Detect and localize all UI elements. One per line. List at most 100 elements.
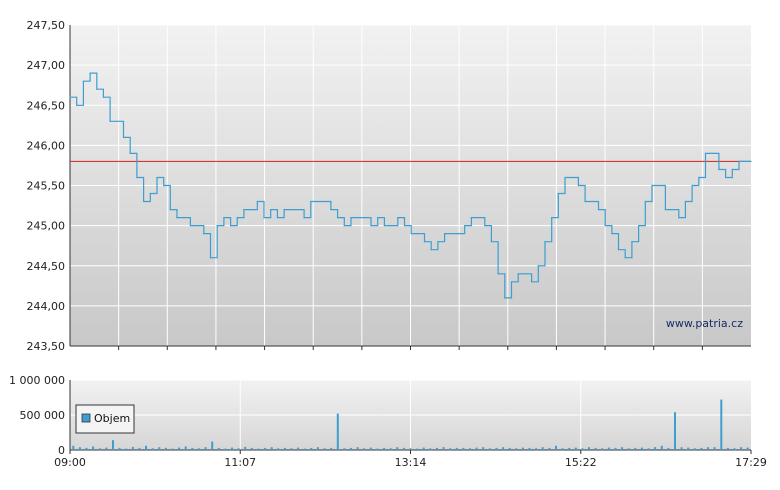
volume-bar [264, 447, 267, 450]
volume-bar [145, 445, 147, 450]
volume-bar [409, 448, 412, 451]
price-point [383, 225, 386, 227]
x-tick-label: 09:00 [54, 456, 86, 469]
volume-bar [713, 447, 716, 450]
price-point [524, 273, 526, 275]
price-point [577, 184, 580, 187]
volume-bar [462, 447, 465, 450]
volume-bar [627, 448, 630, 451]
volume-bar [455, 447, 458, 450]
price-chart-panel: 243,50 244,00 244,50 245,00 245,50 246,00 246,… [27, 19, 752, 353]
price-point [310, 200, 312, 203]
price-point [169, 208, 171, 211]
volume-bar [555, 445, 557, 450]
volume-bar [164, 447, 167, 450]
price-point [116, 120, 118, 122]
price-point [651, 184, 653, 187]
legend-label: Objem [94, 412, 130, 425]
price-point [229, 225, 232, 227]
volume-bar [112, 440, 114, 450]
price-point [296, 208, 299, 211]
price-point [530, 281, 533, 283]
price-y-tick-label: 244,50 [27, 260, 66, 273]
volume-bar [588, 447, 590, 450]
volume-bar [383, 447, 386, 450]
volume-bar [217, 447, 220, 450]
x-tick-label: 11:07 [224, 456, 256, 469]
volume-bar [502, 447, 505, 450]
volume-bar [105, 447, 108, 450]
x-tick-label: 13:14 [395, 456, 427, 469]
price-point [745, 160, 747, 163]
volume-y-tick-label: 0 [58, 444, 65, 457]
price-point [129, 152, 131, 154]
volume-bar [508, 447, 511, 450]
volume-bar [614, 447, 617, 450]
volume-bar [733, 448, 736, 451]
volume-bar [277, 448, 280, 451]
volume-bar [607, 447, 610, 450]
volume-bar [515, 448, 518, 451]
volume-bar [343, 448, 346, 451]
price-point [591, 200, 593, 203]
volume-bar [211, 441, 214, 450]
volume-bar [429, 448, 432, 451]
volume-bar [700, 447, 703, 450]
volume-bar [495, 447, 498, 450]
volume-bar [356, 447, 359, 450]
volume-bar [521, 447, 524, 450]
volume-bar [528, 447, 531, 450]
price-point [397, 217, 399, 219]
price-point [584, 200, 586, 203]
volume-bar [330, 447, 333, 450]
volume-bar [191, 447, 194, 450]
price-point [644, 200, 646, 203]
price-point [430, 249, 432, 251]
volume-bar [78, 447, 81, 450]
volume-bar [224, 448, 227, 450]
price-point [704, 152, 707, 154]
price-point [604, 225, 606, 227]
volume-bar [363, 448, 366, 451]
price-point [370, 225, 372, 227]
price-point [724, 176, 727, 179]
price-point [544, 241, 546, 243]
price-point [336, 217, 339, 219]
price-point [203, 233, 205, 235]
volume-bar [92, 446, 95, 450]
volume-bar [290, 448, 293, 451]
volume-bar [621, 447, 624, 450]
volume-bar [131, 446, 134, 450]
volume-bar [601, 448, 604, 451]
price-point [750, 160, 752, 163]
price-y-tick-label: 245,00 [27, 220, 66, 233]
price-point [316, 200, 319, 203]
volume-bar [237, 448, 240, 451]
volume-bar [449, 448, 452, 451]
volume-bar [85, 447, 88, 450]
volume-bar [720, 399, 723, 450]
price-point [450, 233, 452, 235]
volume-bar [118, 447, 121, 450]
price-point [250, 208, 252, 211]
volume-bar [402, 447, 405, 450]
volume-bar [310, 447, 313, 450]
volume-bar [283, 447, 286, 450]
volume-bar [376, 448, 379, 450]
volume-bar [740, 447, 743, 450]
volume-bar [204, 447, 207, 450]
price-point [638, 225, 640, 227]
price-point [470, 217, 472, 219]
price-point [350, 217, 352, 219]
volume-bar [184, 446, 187, 450]
price-point [691, 184, 693, 187]
volume-bar [594, 447, 597, 450]
price-point [109, 120, 111, 122]
volume-bar [231, 447, 233, 450]
price-point [69, 96, 71, 98]
price-point [209, 257, 212, 259]
volume-bar [72, 445, 75, 450]
volume-bar [667, 447, 670, 450]
price-point [631, 241, 633, 243]
volume-bar [746, 447, 749, 450]
